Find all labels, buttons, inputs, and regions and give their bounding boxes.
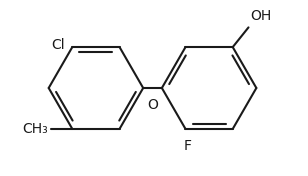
Text: CH₃: CH₃: [22, 122, 48, 136]
Text: Cl: Cl: [51, 38, 64, 52]
Text: OH: OH: [250, 10, 272, 23]
Text: O: O: [147, 98, 158, 112]
Text: F: F: [184, 139, 192, 153]
